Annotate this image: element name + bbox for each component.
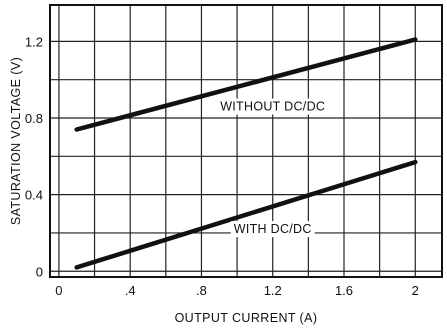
- x-tick-label: .8: [196, 283, 207, 298]
- series-label-without-dcdc: WITHOUT DC/DC: [220, 100, 325, 114]
- x-tick-label: 1.2: [264, 283, 282, 298]
- series-label-background: [217, 98, 329, 115]
- series-lines: [74, 37, 418, 270]
- x-axis-title: OUTPUT CURRENT (A): [175, 311, 318, 325]
- y-tick-label: 0.8: [25, 111, 43, 126]
- tick-labels: 0.4.8 1.2 1.6 200.40.81.2: [25, 34, 419, 298]
- x-tick-label: .4: [125, 283, 136, 298]
- series-line-without-dcdc: [74, 37, 418, 132]
- x-tick-label: 1.6: [335, 283, 353, 298]
- y-axis-title: SATURATION VOLTAGE (V): [9, 57, 23, 225]
- x-tick-label: 0: [55, 283, 62, 298]
- series-line-with-dcdc: [74, 159, 418, 270]
- y-tick-label: 0: [36, 264, 43, 279]
- x-tick-label: 2: [412, 283, 419, 298]
- plot-frame: [49, 4, 443, 278]
- series-labels: WITHOUT DC/DC WITH DC/DC: [217, 98, 329, 238]
- series-label-with-dcdc: WITH DC/DC: [234, 222, 312, 236]
- y-tick-label: 0.4: [25, 188, 43, 203]
- y-tick-label: 1.2: [25, 34, 43, 49]
- series-label-background: [230, 221, 315, 238]
